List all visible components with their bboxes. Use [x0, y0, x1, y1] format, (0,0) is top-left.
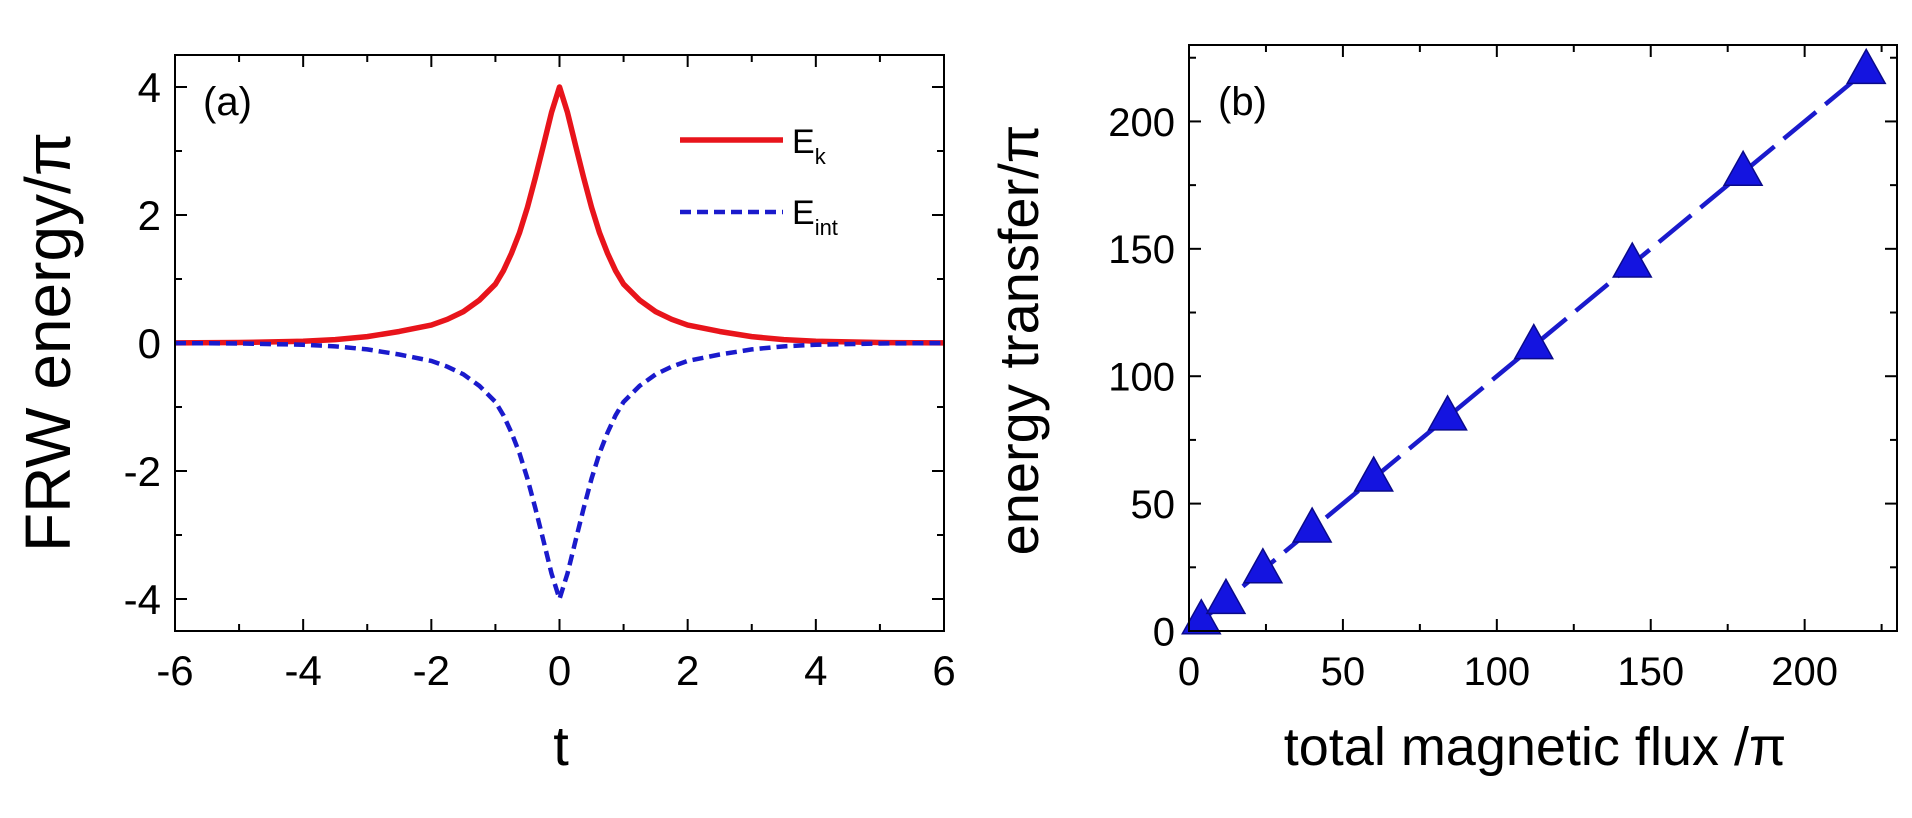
- y-tick-label: -4: [124, 576, 161, 623]
- triangle-marker: [1845, 47, 1887, 85]
- x-tick-label: 4: [804, 647, 827, 694]
- triangle-marker: [1242, 547, 1284, 584]
- panel-a-x-tick-labels: -6 -4 -2 0 2 4 6: [156, 647, 955, 694]
- panel-a-legend: Ek Eint: [680, 123, 838, 240]
- panel-b-label: (b): [1218, 80, 1267, 124]
- triangle-marker: [1611, 241, 1653, 278]
- legend-label-e-int: Eint: [792, 194, 838, 240]
- series-line-e-int: [174, 340, 945, 607]
- y-tick-label: 200: [1108, 101, 1175, 145]
- x-tick-label: 2: [676, 647, 699, 694]
- y-tick-label: 50: [1131, 483, 1176, 527]
- y-tick-label: 4: [138, 64, 161, 111]
- panel-b-x-axis-label: total magnetic flux /π: [1284, 717, 1786, 777]
- triangle-marker: [1353, 455, 1394, 492]
- triangle-marker: [1181, 598, 1222, 635]
- panel-a-plot-frame: [174, 54, 945, 632]
- panel-b-plot-frame: [1188, 44, 1898, 632]
- panel-a-series: [174, 84, 945, 607]
- panel-b-markers: [1181, 47, 1887, 635]
- panel-a-x-axis-label: t: [553, 714, 569, 777]
- panel-a-y-axis-label: FRW energy/π: [12, 132, 84, 552]
- x-tick-label: 100: [1463, 650, 1530, 694]
- triangle-marker: [1722, 149, 1764, 187]
- triangle-marker: [1427, 394, 1468, 431]
- series-line-e-k: [174, 84, 945, 346]
- legend-e-k-main: E: [792, 123, 815, 161]
- legend-label-e-k: Ek: [792, 123, 827, 169]
- y-tick-label: 100: [1108, 356, 1175, 400]
- x-tick-label: -6: [156, 647, 193, 694]
- legend-e-int-sub: int: [815, 215, 838, 240]
- series-line-energy-transfer: [1199, 68, 1868, 623]
- y-tick-label: 0: [1153, 610, 1175, 654]
- triangle-marker: [1513, 323, 1555, 360]
- panel-b-y-tick-labels: 0 50 100 150 200: [1108, 101, 1175, 655]
- panel-a: -6 -4 -2 0 2 4 6 -4 -2 0 2 4 (a) Ek Eint t FRW ene…: [12, 54, 956, 777]
- x-tick-label: -2: [413, 647, 450, 694]
- panel-a-label: (a): [203, 80, 252, 124]
- y-tick-label: 0: [138, 320, 161, 367]
- x-tick-label: 50: [1321, 650, 1366, 694]
- panel-b-x-tick-labels: 0 50 100 150 200: [1178, 650, 1838, 694]
- panel-a-y-tick-labels: -4 -2 0 2 4: [124, 64, 161, 623]
- panel-b: 0 50 100 150 200 0 50 100 150 200 (b) total magn…: [987, 44, 1898, 777]
- x-tick-label: 6: [932, 647, 955, 694]
- x-tick-label: 200: [1771, 650, 1838, 694]
- x-tick-label: -4: [284, 647, 321, 694]
- y-tick-label: 2: [138, 192, 161, 239]
- x-tick-label: 0: [1178, 650, 1200, 694]
- y-tick-label: 150: [1108, 228, 1175, 272]
- x-tick-label: 0: [548, 647, 571, 694]
- x-tick-label: 150: [1617, 650, 1684, 694]
- panel-b-y-axis-label: energy transfer/π: [987, 125, 1050, 556]
- y-tick-label: -2: [124, 448, 161, 495]
- triangle-marker: [1291, 506, 1333, 543]
- triangle-marker: [1205, 577, 1247, 615]
- legend-e-int-main: E: [792, 194, 815, 232]
- legend-e-k-sub: k: [815, 144, 827, 169]
